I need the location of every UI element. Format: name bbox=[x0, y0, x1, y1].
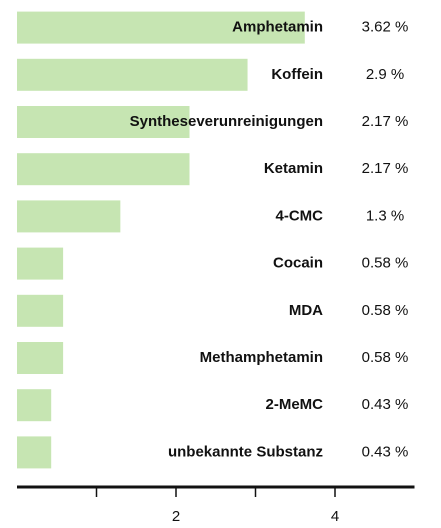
value-label: 0.58 % bbox=[362, 255, 409, 272]
bar bbox=[17, 58, 248, 91]
value-label: 0.43 % bbox=[362, 443, 409, 460]
value-label: 0.43 % bbox=[362, 396, 409, 413]
value-label: 2.17 % bbox=[362, 113, 409, 130]
category-label: Amphetamin bbox=[232, 19, 323, 36]
category-label: 2-MeMC bbox=[265, 396, 323, 413]
bar bbox=[17, 106, 190, 138]
x-tick-label: 2 bbox=[172, 508, 180, 525]
x-tick-label: 4 bbox=[331, 508, 339, 525]
bar bbox=[17, 153, 190, 186]
bar bbox=[17, 294, 64, 327]
value-label: 0.58 % bbox=[362, 302, 409, 319]
category-label: unbekannte Substanz bbox=[168, 443, 323, 460]
value-label: 1.3 % bbox=[366, 207, 404, 224]
bar bbox=[17, 200, 121, 233]
category-label: Syntheseverunreinigungen bbox=[130, 113, 323, 130]
bar bbox=[17, 247, 64, 280]
category-label: Ketamin bbox=[264, 160, 323, 177]
value-label: 3.62 % bbox=[362, 19, 409, 36]
bar bbox=[17, 436, 52, 469]
category-label: 4-CMC bbox=[276, 207, 324, 224]
bar bbox=[17, 389, 52, 422]
bar bbox=[17, 342, 64, 374]
category-label: Cocain bbox=[273, 255, 323, 272]
category-label: Koffein bbox=[271, 66, 323, 83]
value-label: 0.58 % bbox=[362, 349, 409, 366]
value-label: 2.9 % bbox=[366, 66, 404, 83]
category-label: Methamphetamin bbox=[200, 349, 323, 366]
bar bbox=[17, 11, 305, 44]
value-label: 2.17 % bbox=[362, 160, 409, 177]
category-label: MDA bbox=[289, 302, 323, 319]
